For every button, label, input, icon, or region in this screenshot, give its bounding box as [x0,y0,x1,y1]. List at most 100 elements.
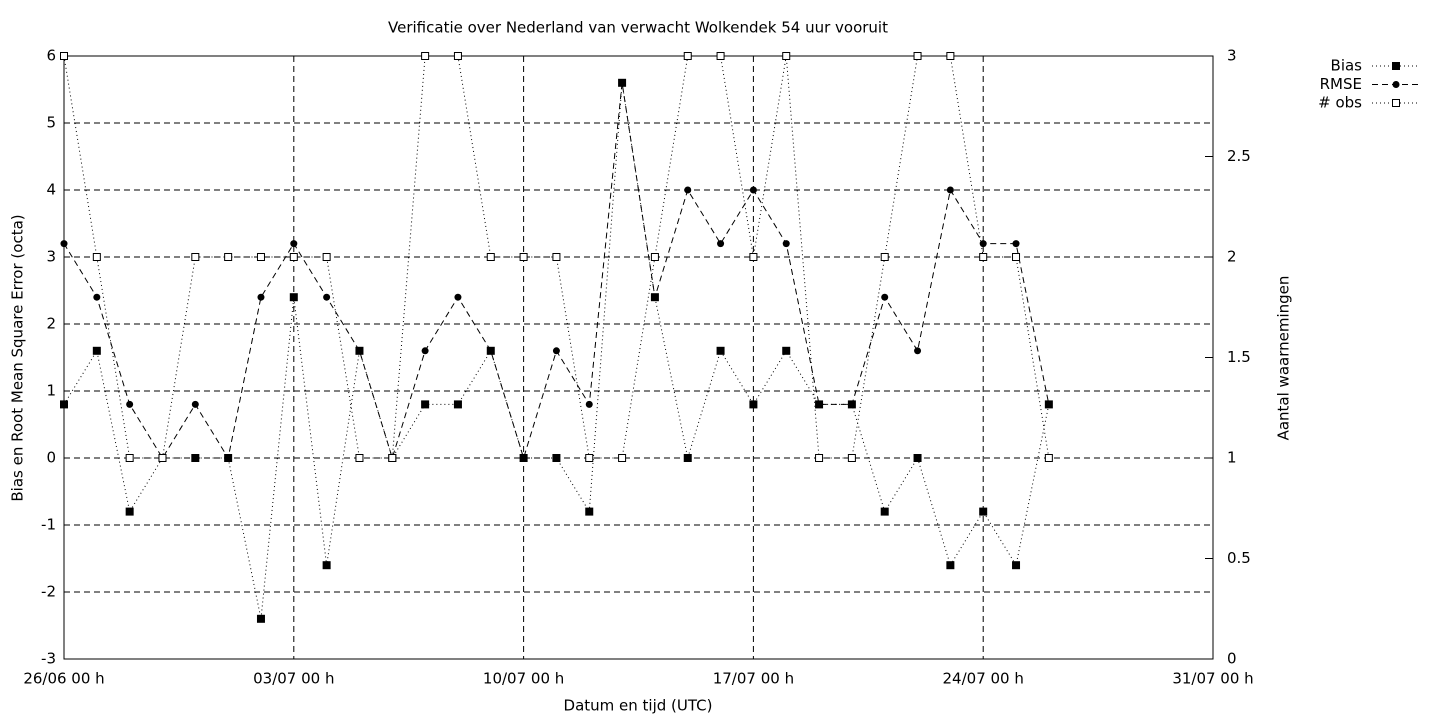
y2-tick-label: 0 [1227,650,1237,668]
legend-marker [1392,62,1400,70]
data-point [881,293,889,301]
legend-marker [1392,99,1400,107]
data-point [979,253,988,261]
chart-title: Verificatie over Nederland van verwacht … [388,19,888,37]
x-tick-label: 10/07 00 h [483,670,564,688]
y-tick-label: 0 [46,449,56,467]
data-point [421,400,430,409]
data-point [651,293,659,301]
y-tick-label: 5 [46,114,56,132]
data-point [552,253,561,261]
data-point [552,347,560,355]
x-tick-label: 24/07 00 h [943,670,1024,688]
data-point [1045,400,1053,408]
data-point [125,507,134,516]
data-point [421,52,430,60]
data-point [323,293,331,301]
data-point [60,400,68,409]
data-point [191,400,199,408]
legend-marker [1392,81,1400,88]
x-axis-title: Datum en tijd (UTC) [564,697,713,715]
data-point [1012,240,1020,248]
data-point [618,79,626,87]
y-tick-label: 2 [46,315,56,333]
data-point [289,253,298,261]
x-tick-label: 03/07 00 h [253,670,334,688]
y-tick-label: -2 [41,583,56,601]
y2-tick-label: 1 [1227,449,1237,467]
y-tick-label: 4 [46,181,56,199]
y-tick-label: -3 [41,650,56,668]
data-point [1012,561,1021,570]
y2-axis-title: Aantal waarnemingen [1275,276,1293,441]
data-point [749,400,758,409]
data-point [946,186,954,194]
data-point [782,240,790,248]
data-point [60,240,68,248]
data-point [552,454,561,462]
data-point [913,52,922,60]
y-axis-title: Bias en Root Mean Square Error (octa) [9,214,27,501]
y-tick-label: 6 [46,47,56,65]
data-point [749,253,758,261]
data-point [880,253,889,261]
data-point [979,240,987,248]
data-point [946,52,955,60]
data-point [684,186,692,194]
y2-tick-label: 1.5 [1227,348,1251,366]
data-point [782,346,791,355]
data-point [486,253,495,261]
data-point [1012,253,1021,261]
data-point [848,400,856,408]
data-point [847,454,856,462]
data-point [487,347,495,355]
data-point [322,561,331,570]
data-point [290,240,298,248]
data-point [914,347,922,355]
data-point [683,454,692,462]
y2-tick-label: 2.5 [1227,147,1251,165]
data-point [421,347,429,355]
y2-tick-label: 0.5 [1227,549,1251,567]
legend-label: RMSE [1320,75,1362,93]
data-point [289,293,298,302]
data-point [683,52,692,60]
data-point [946,561,955,570]
data-point [224,454,232,462]
data-point [92,253,101,261]
data-point [880,507,889,516]
data-point [126,400,134,408]
data-point [92,346,101,355]
y2-tick-label: 3 [1227,47,1237,65]
data-point [650,253,659,261]
data-point [815,400,823,408]
data-point [749,186,757,194]
data-point [256,614,265,623]
data-point [519,253,528,261]
data-point [913,454,922,462]
data-point [979,507,988,516]
data-point [716,52,725,60]
data-point [224,253,233,261]
data-point [585,454,594,462]
data-point [454,293,462,301]
data-point [585,400,593,408]
data-point [60,52,68,60]
data-point [191,253,200,261]
y2-tick-label: 2 [1227,248,1237,266]
data-point [717,240,725,248]
data-point [585,507,594,516]
x-tick-label: 31/07 00 h [1172,670,1253,688]
y-tick-label: 1 [46,382,56,400]
data-point [257,293,265,301]
y-tick-label: 3 [46,248,56,266]
data-point [716,346,725,355]
data-point [453,400,462,409]
data-point [782,52,791,60]
data-point [355,454,364,462]
data-point [388,454,397,462]
y-tick-label: -1 [41,516,56,534]
data-point [355,347,363,355]
legend-label: Bias [1331,57,1363,75]
